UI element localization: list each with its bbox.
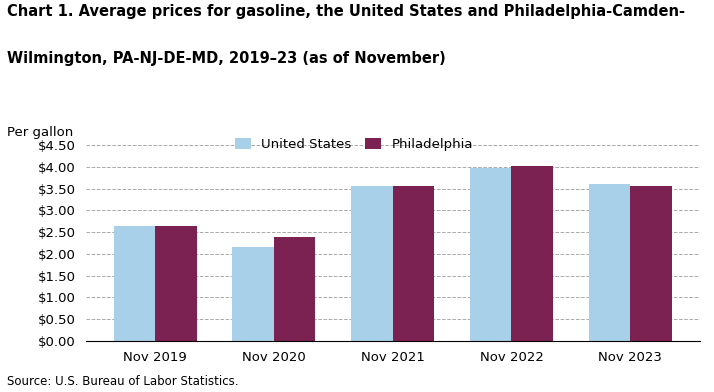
Text: Per gallon: Per gallon [7,126,74,139]
Text: Chart 1. Average prices for gasoline, the United States and Philadelphia-Camden-: Chart 1. Average prices for gasoline, th… [7,4,685,19]
Bar [274,238,316,341]
Bar [351,185,393,341]
Bar [393,185,434,341]
Bar [588,184,630,341]
Bar [511,165,553,341]
Bar [232,247,274,341]
Text: Source: U.S. Bureau of Labor Statistics.: Source: U.S. Bureau of Labor Statistics. [7,375,238,388]
Bar [155,226,197,341]
Text: Wilmington, PA-NJ-DE-MD, 2019–23 (as of November): Wilmington, PA-NJ-DE-MD, 2019–23 (as of … [7,51,446,66]
Bar [114,226,155,341]
Legend: United States, Philadelphia: United States, Philadelphia [235,138,473,151]
Bar [470,168,511,341]
Bar [630,185,672,341]
